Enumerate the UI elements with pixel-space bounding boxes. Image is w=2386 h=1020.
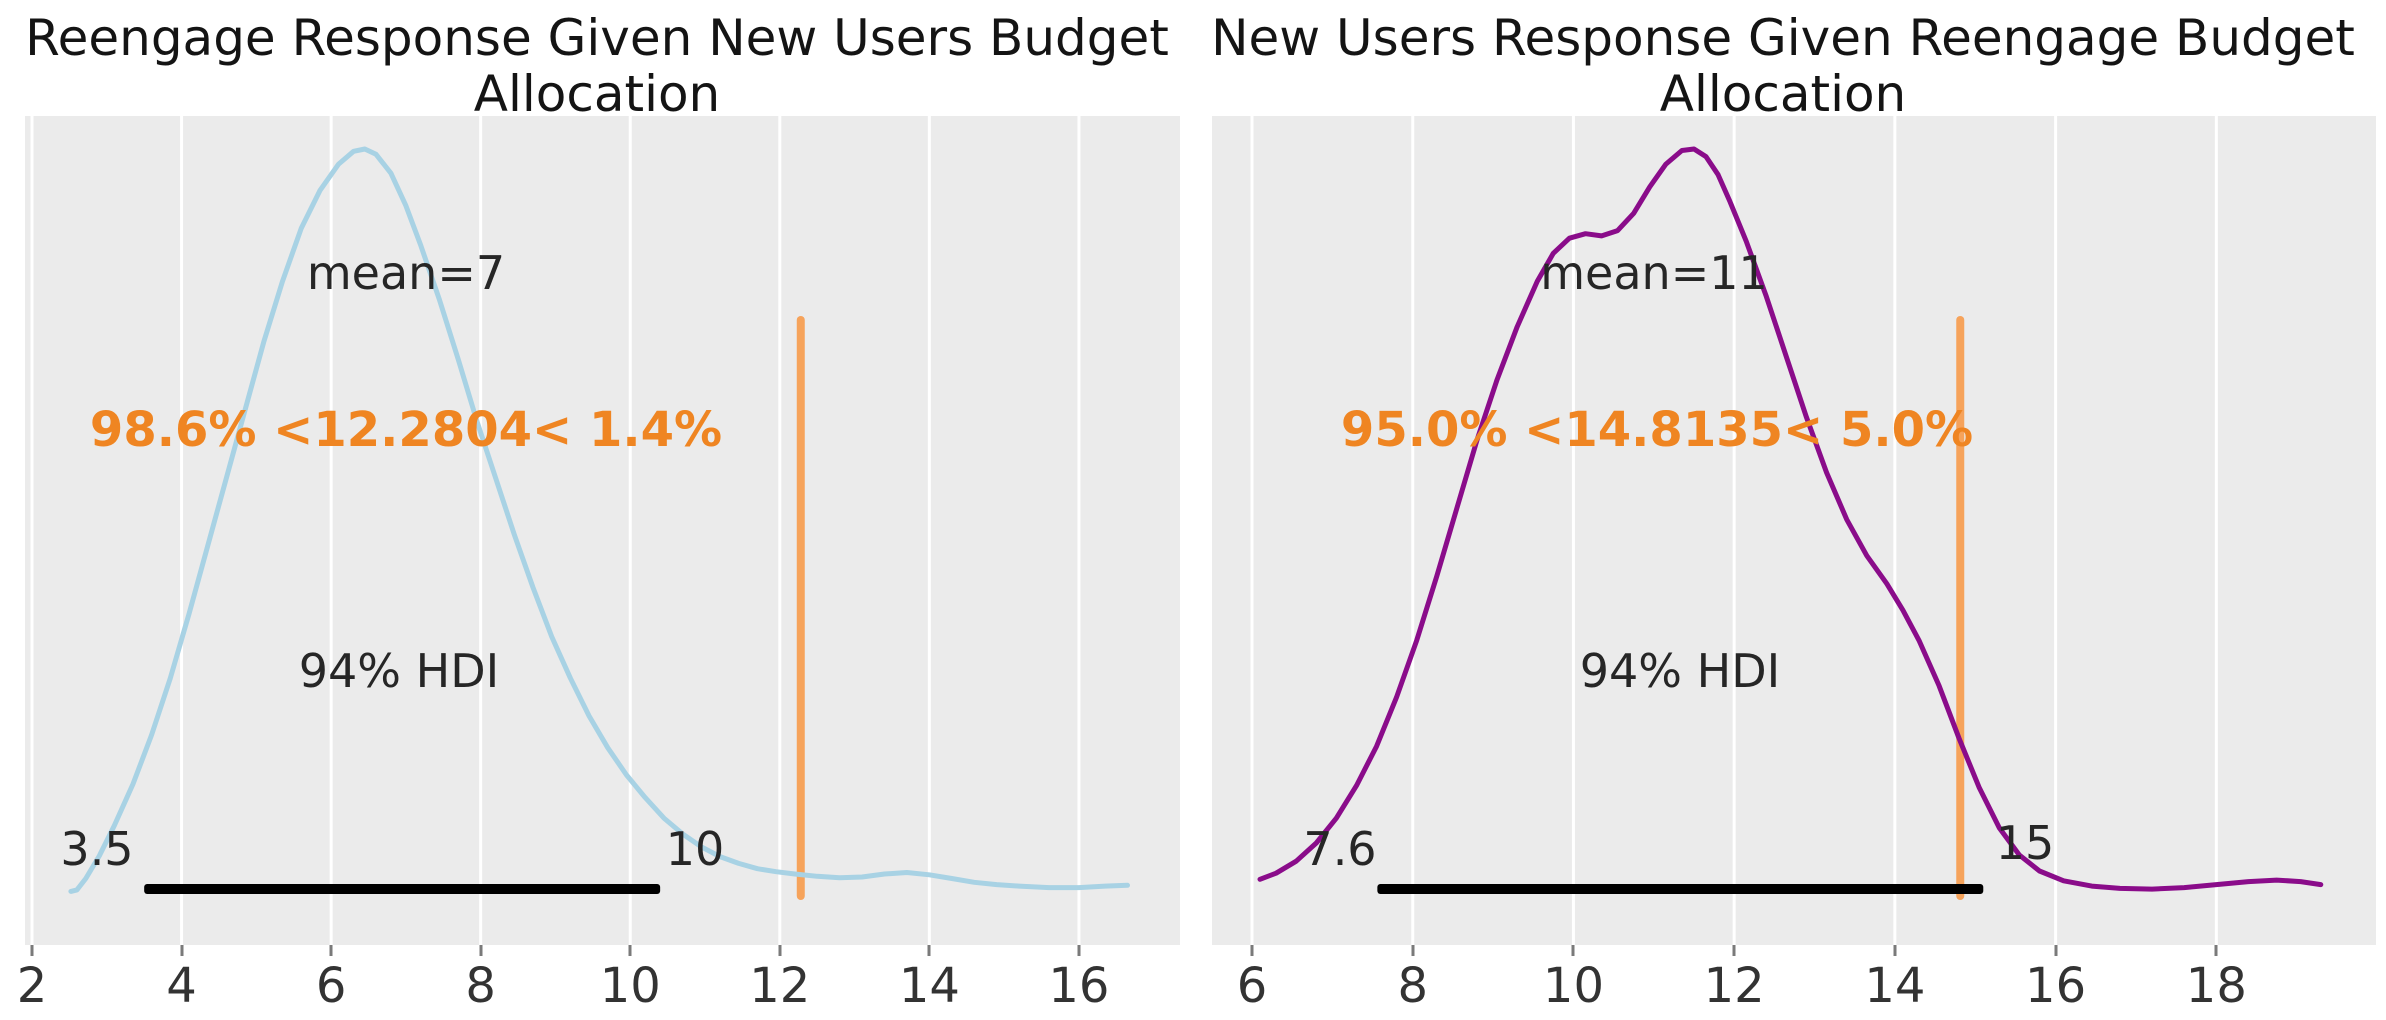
left-mean-label: mean=7 [306,246,506,300]
x-tick-label: 12 [749,958,811,1014]
right-kde-curve [1257,146,2324,892]
x-tick-mark [2054,945,2058,956]
x-tick-mark [1893,945,1897,956]
left-plot-canvas [30,116,1130,945]
x-tick-label: 6 [1236,958,1268,1014]
x-tick-mark [1411,945,1415,956]
right-plot-panel [1212,116,2376,945]
x-tick-mark [1571,945,1575,956]
x-tick-label: 16 [1048,958,1110,1014]
x-tick-mark [628,945,632,956]
x-tick-mark [1732,945,1736,956]
x-tick-label: 6 [315,958,347,1014]
right-plot-canvas [1250,116,2324,945]
x-tick-label: 10 [1542,958,1604,1014]
x-tick-label: 10 [599,958,661,1014]
x-tick-label: 8 [1397,958,1428,1014]
x-tick-mark [30,945,34,956]
left-chart-title: Reengage Response Given New Users Budget… [25,9,1169,123]
left-hdi-upper-label: 10 [665,822,725,876]
left-ref-val-label: 98.6% <12.2804< 1.4% [89,402,723,458]
right-chart-title: New Users Response Given Reengage Budget… [1211,9,2355,123]
x-tick-mark [1077,945,1081,956]
x-tick-mark [927,945,931,956]
left-hdi-bar [144,884,661,894]
right-ref-val-label: 95.0% <14.8135< 5.0% [1340,402,1974,458]
left-plot-panel [25,116,1180,945]
x-tick-mark [180,945,184,956]
x-tick-label: 14 [1864,958,1926,1014]
right-hdi-lower-label: 7.6 [1303,822,1377,876]
x-tick-label: 14 [898,958,960,1014]
left-kde-curve [68,146,1130,894]
x-tick-mark [479,945,483,956]
x-tick-label: 18 [2185,958,2247,1014]
left-hdi-lower-label: 3.5 [60,822,134,876]
x-tick-label: 8 [465,958,496,1014]
right-hdi-bar [1377,884,1984,894]
x-tick-mark [1250,945,1254,956]
right-hdi-label: 94% HDI [1579,644,1781,698]
right-mean-label: mean=11 [1540,246,1768,300]
x-tick-label: 2 [16,958,48,1014]
x-tick-label: 16 [2025,958,2087,1014]
left-hdi-label: 94% HDI [298,644,500,698]
x-tick-label: 4 [166,958,197,1014]
right-hdi-upper-label: 15 [1995,816,2055,870]
x-tick-mark [2214,945,2218,956]
x-tick-mark [329,945,333,956]
x-tick-mark [778,945,782,956]
x-tick-label: 12 [1703,958,1765,1014]
